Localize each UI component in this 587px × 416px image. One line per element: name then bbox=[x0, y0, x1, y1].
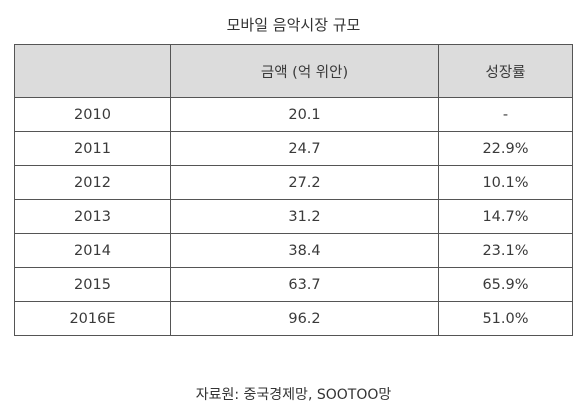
market-size-table: 금액 (억 위안) 성장률 2010 20.1 - 2011 24.7 22.9… bbox=[14, 44, 573, 336]
cell-year: 2012 bbox=[14, 165, 171, 200]
header-growth: 성장률 bbox=[438, 44, 573, 98]
table-row: 2010 20.1 - bbox=[14, 97, 573, 132]
header-amount: 금액 (억 위안) bbox=[170, 44, 439, 98]
cell-amount: 38.4 bbox=[170, 233, 439, 268]
table-header-row: 금액 (억 위안) 성장률 bbox=[14, 44, 573, 98]
cell-amount: 96.2 bbox=[170, 301, 439, 336]
table-row: 2012 27.2 10.1% bbox=[14, 165, 573, 200]
header-year bbox=[14, 44, 171, 98]
cell-growth: 65.9% bbox=[438, 267, 573, 302]
table-row: 2013 31.2 14.7% bbox=[14, 199, 573, 234]
cell-year: 2016E bbox=[14, 301, 171, 336]
table-title: 모바일 음악시장 규모 bbox=[226, 16, 361, 34]
cell-amount: 27.2 bbox=[170, 165, 439, 200]
table-row: 2011 24.7 22.9% bbox=[14, 131, 573, 166]
table-row: 2014 38.4 23.1% bbox=[14, 233, 573, 268]
cell-growth: 51.0% bbox=[438, 301, 573, 336]
cell-amount: 24.7 bbox=[170, 131, 439, 166]
cell-growth: 23.1% bbox=[438, 233, 573, 268]
cell-year: 2011 bbox=[14, 131, 171, 166]
cell-amount: 31.2 bbox=[170, 199, 439, 234]
cell-growth: 10.1% bbox=[438, 165, 573, 200]
source-caption: 자료원: 중국경제망, SOOTOO망 bbox=[195, 387, 392, 403]
cell-year: 2013 bbox=[14, 199, 171, 234]
cell-growth: 14.7% bbox=[438, 199, 573, 234]
cell-year: 2010 bbox=[14, 97, 171, 132]
table-row: 2015 63.7 65.9% bbox=[14, 267, 573, 302]
table-row: 2016E 96.2 51.0% bbox=[14, 301, 573, 336]
cell-year: 2015 bbox=[14, 267, 171, 302]
cell-growth: - bbox=[438, 97, 573, 132]
cell-amount: 20.1 bbox=[170, 97, 439, 132]
cell-year: 2014 bbox=[14, 233, 171, 268]
cell-amount: 63.7 bbox=[170, 267, 439, 302]
cell-growth: 22.9% bbox=[438, 131, 573, 166]
